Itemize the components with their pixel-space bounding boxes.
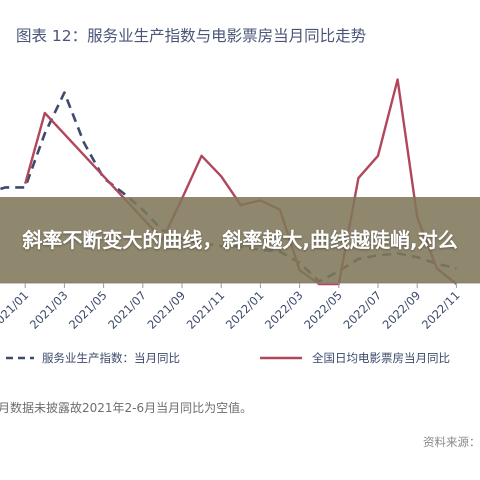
footnote: 月数据未披露故2021年2-6月当月同比为空值。 [0,400,252,415]
chart-title: 图表 12：服务业生产指数与电影票房当月同比走势 [16,27,366,45]
x-tick-label: 2022/05 [301,288,345,332]
x-tick-label: 2022/11 [419,288,463,332]
legend: 服务业生产指数：当月同比 全国日均电影票房当月同比 [6,351,450,365]
x-tick-label: 2021/05 [66,288,110,332]
x-tick-label: 2021/07 [105,288,149,332]
x-tick-label: 2021/03 [27,288,71,332]
legend-label-1: 服务业生产指数：当月同比 [42,351,180,365]
x-axis-ticks: 2020/112021/012021/032021/052021/072021/… [0,283,463,332]
overlay-banner: 斜率不断变大的曲线，斜率越大,曲线越陡峭,对么 [0,197,480,283]
x-tick-label: 2021/09 [144,288,188,332]
x-tick-label: 2022/03 [262,288,306,332]
x-tick-label: 2021/11 [184,288,228,332]
x-tick-label: 2022/09 [380,288,424,332]
x-tick-label: 2021/01 [0,288,31,332]
x-tick-label: 2022/01 [223,288,267,332]
source-label: 资料来源： [423,435,480,449]
banner-text: 斜率不断变大的曲线，斜率越大,曲线越陡峭,对么 [22,228,458,252]
x-tick-label: 2022/07 [340,288,384,332]
legend-label-2: 全国日均电影票房当月同比 [312,351,450,365]
